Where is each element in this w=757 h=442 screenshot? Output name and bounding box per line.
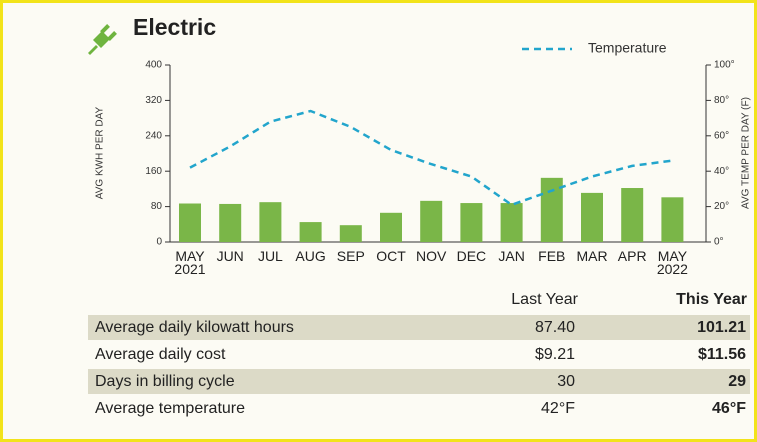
y2-tick-label: 40° (714, 166, 729, 177)
bar (179, 203, 201, 242)
legend-label: Temperature (588, 40, 667, 56)
y-tick-label: 400 (145, 60, 162, 71)
y2-tick-label: 60° (714, 130, 729, 141)
table-cell: 30 (557, 373, 575, 390)
plug-icon (88, 24, 117, 55)
table-cell: 101.21 (697, 319, 746, 336)
bar (581, 192, 603, 242)
table-cell: $9.21 (534, 346, 575, 363)
y2-tick-label: 0° (714, 237, 724, 248)
bar (219, 203, 242, 242)
column-header: This Year (676, 291, 747, 308)
table-row: Average daily cost $9.21 $11.56 (88, 342, 750, 367)
x-tick-label: AUG (295, 248, 326, 264)
table-cell: 46°F (712, 400, 746, 417)
x-tick-label: MAR (576, 248, 608, 264)
x-tick-label: MAY 2021 (174, 248, 206, 277)
bar (339, 225, 362, 242)
x-tick-label: JUL (257, 248, 283, 264)
table-cell: Average daily kilowatt hours (95, 319, 294, 336)
table-row: Average daily kilowatt hours 87.40 101.21 (88, 315, 750, 340)
x-tick-label: SEP (336, 248, 365, 264)
bar (259, 202, 282, 242)
table-cell: Days in billing cycle (95, 373, 235, 390)
table-cell: $11.56 (697, 346, 746, 363)
table-cell: Average temperature (95, 400, 246, 417)
bar (540, 177, 563, 242)
x-tick-label: JAN (498, 248, 525, 264)
y2-tick-label: 80° (714, 95, 729, 106)
table-row: Days in billing cycle 30 29 (88, 369, 750, 394)
bar (500, 203, 523, 242)
y-tick-label: 0 (156, 237, 162, 248)
table-row: Average temperature 42°F 46°F (88, 396, 750, 421)
y-tick-label: 160 (145, 166, 162, 177)
y2-axis-label: AVG TEMP PER DAY (F) (741, 97, 752, 209)
bar (661, 197, 684, 242)
table-cell: Average daily cost (95, 346, 226, 363)
x-tick-label: OCT (376, 248, 406, 264)
y-axis-label: AVG KWH PER DAY (95, 106, 106, 199)
x-tick-label: JUN (216, 248, 244, 264)
bar (380, 212, 402, 242)
bar (420, 200, 443, 242)
column-header: Last Year (511, 291, 578, 308)
section-title: Electric (133, 14, 217, 40)
bar (621, 188, 644, 242)
y2-tick-label: 100° (714, 60, 735, 71)
x-tick-label: DEC (456, 248, 487, 264)
x-tick-label: MAY 2022 (656, 248, 688, 277)
table-cell: 87.40 (534, 319, 575, 336)
table-cell: 42°F (541, 400, 575, 417)
x-tick-label: APR (617, 248, 647, 264)
y-tick-label: 240 (145, 130, 162, 141)
temperature-line (189, 109, 673, 207)
bar (299, 222, 322, 242)
x-tick-label: NOV (416, 248, 447, 264)
x-tick-label: FEB (538, 248, 566, 264)
y-tick-label: 80 (151, 201, 163, 212)
bar (460, 203, 483, 242)
y2-tick-label: 20° (714, 201, 729, 212)
y-tick-label: 320 (145, 95, 162, 106)
table-cell: 29 (728, 373, 746, 390)
